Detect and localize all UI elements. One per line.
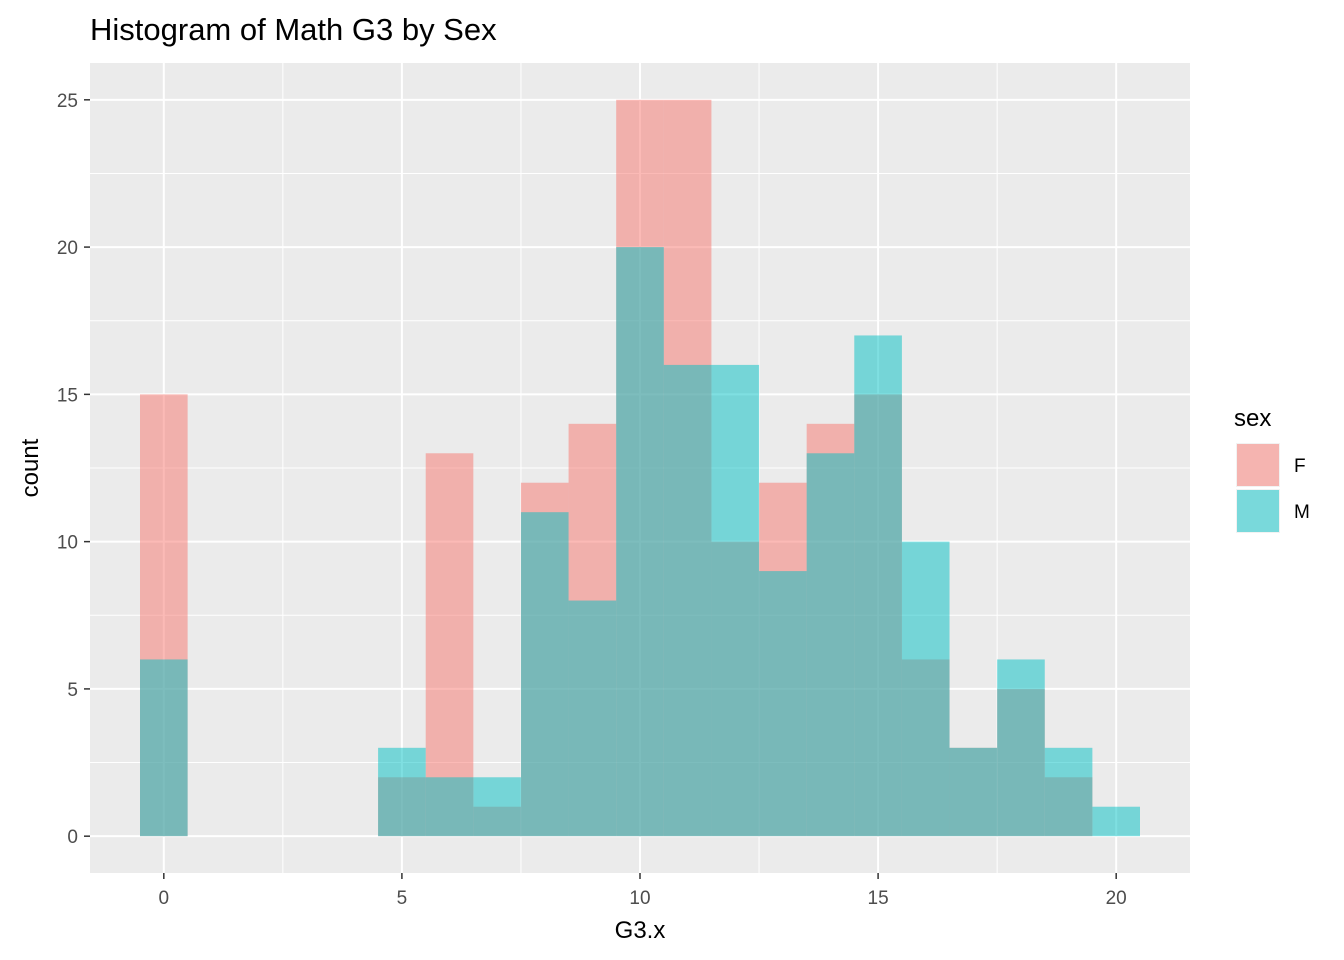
legend: sex F M [1234, 405, 1310, 533]
y-tick-label: 5 [67, 680, 78, 701]
legend-label-m: M [1294, 502, 1310, 523]
y-axis-title: count [17, 438, 44, 497]
bars-layer [140, 99, 1140, 837]
bar-m-17 [949, 747, 998, 837]
x-tick-label: 10 [629, 888, 650, 909]
bar-m-19 [1044, 747, 1093, 837]
x-tick-label: 5 [397, 888, 408, 909]
y-tick-label: 0 [67, 827, 78, 848]
x-axis: 0 5 10 15 20 [159, 873, 1127, 909]
bar-m-18 [997, 659, 1045, 837]
legend-title: sex [1234, 405, 1271, 432]
bar-m-16 [901, 541, 950, 837]
y-axis: 0 5 10 15 20 25 [57, 91, 90, 848]
y-tick-label: 25 [57, 91, 78, 112]
y-tick-label: 10 [57, 533, 78, 554]
legend-label-f: F [1294, 456, 1306, 477]
x-tick-label: 15 [868, 888, 889, 909]
x-tick-label: 0 [159, 888, 170, 909]
bar-m-8 [520, 512, 569, 837]
bar-m-11 [663, 364, 712, 837]
bar-m-10 [616, 247, 664, 837]
bar-m-20 [1092, 806, 1140, 837]
x-tick-label: 20 [1106, 888, 1127, 909]
legend-key-m [1237, 490, 1279, 532]
bar-m-7 [473, 777, 521, 837]
bar-m-15 [854, 335, 902, 837]
bar-m-5 [378, 747, 426, 837]
bar-m-9 [568, 600, 617, 837]
legend-key-f [1237, 444, 1279, 486]
chart-title: Histogram of Math G3 by Sex [90, 12, 497, 47]
bar-f-6 [425, 453, 474, 837]
bar-m-13 [759, 571, 807, 837]
y-tick-label: 15 [57, 385, 78, 406]
x-axis-title: G3.x [615, 917, 666, 944]
bar-m-6 [425, 777, 474, 837]
bar-m-0 [140, 659, 188, 837]
bar-m-14 [806, 453, 855, 837]
bar-m-12 [711, 364, 760, 837]
y-tick-label: 20 [57, 238, 78, 259]
